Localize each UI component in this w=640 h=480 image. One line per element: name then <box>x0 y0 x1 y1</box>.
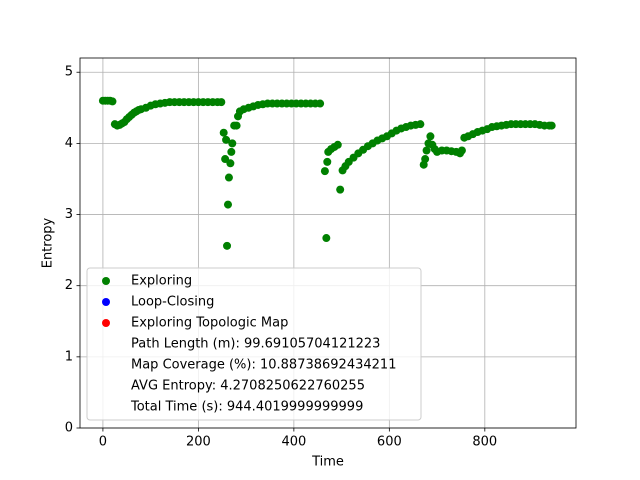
y-axis-label: Entropy <box>41 217 56 268</box>
axes-frame <box>79 57 577 429</box>
point <box>316 99 325 108</box>
y-tick-label: 2 <box>65 278 73 293</box>
point <box>320 167 329 176</box>
point <box>322 234 331 243</box>
legend-label: Loop-Closing <box>131 295 214 310</box>
legend-marker <box>102 277 110 285</box>
legend-label: Exploring <box>131 274 192 289</box>
point <box>223 241 232 250</box>
point <box>336 185 345 194</box>
x-tick-label: 600 <box>377 435 402 450</box>
x-tick-label: 0 <box>99 435 107 450</box>
point <box>223 200 232 209</box>
y-tick-label: 4 <box>65 136 73 151</box>
y-tick-label: 0 <box>65 421 73 436</box>
legend-label: Exploring Topologic Map <box>131 316 288 331</box>
legend-box <box>86 267 422 421</box>
point <box>224 173 233 182</box>
x-tick-label: 800 <box>472 435 497 450</box>
y-tick-label: 5 <box>65 65 73 80</box>
point <box>422 146 431 155</box>
point <box>232 121 241 130</box>
y-tick-label: 1 <box>65 349 73 364</box>
points <box>98 96 556 250</box>
point <box>217 98 226 107</box>
legend-note: Map Coverage (%): 10.88738692434211 <box>131 358 396 373</box>
legend-marker <box>102 319 110 327</box>
point <box>547 121 556 130</box>
point <box>227 147 236 156</box>
point <box>416 120 425 129</box>
x-axis-label: Time <box>311 455 344 470</box>
x-tick-label: 400 <box>281 435 306 450</box>
legend-marker <box>102 298 110 306</box>
point <box>219 128 228 137</box>
x-tick-label: 200 <box>186 435 211 450</box>
point <box>108 97 117 106</box>
point <box>226 159 235 168</box>
legend-note: Total Time (s): 944.4019999999999 <box>130 400 363 415</box>
legend-note: AVG Entropy: 4.2708250622760255 <box>131 379 365 394</box>
point <box>421 155 430 164</box>
y-tick-label: 3 <box>65 207 73 222</box>
point <box>426 132 435 141</box>
point <box>222 135 231 144</box>
point <box>333 140 342 149</box>
point <box>457 146 466 155</box>
point <box>323 157 332 166</box>
ticks: 0 200 400 600 800 0 1 2 3 4 5 <box>65 65 498 450</box>
legend-note: Path Length (m): 99.69105704121223 <box>131 337 380 352</box>
point <box>228 139 237 148</box>
legend: Exploring Loop-Closing Exploring Topologic… <box>86 267 422 421</box>
